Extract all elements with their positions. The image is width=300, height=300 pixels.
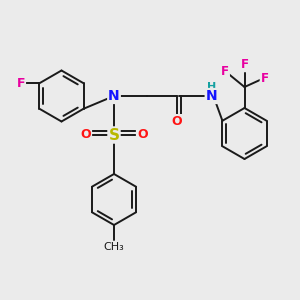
Text: F: F [261,71,268,85]
Text: O: O [80,128,91,142]
Text: O: O [172,115,182,128]
Text: N: N [108,89,120,103]
Text: H: H [207,82,216,92]
Text: S: S [109,128,119,142]
Text: F: F [221,64,229,78]
Text: N: N [206,89,217,103]
Text: F: F [241,58,248,71]
Text: F: F [16,77,25,90]
Text: O: O [137,128,148,142]
Text: CH₃: CH₃ [103,242,124,252]
